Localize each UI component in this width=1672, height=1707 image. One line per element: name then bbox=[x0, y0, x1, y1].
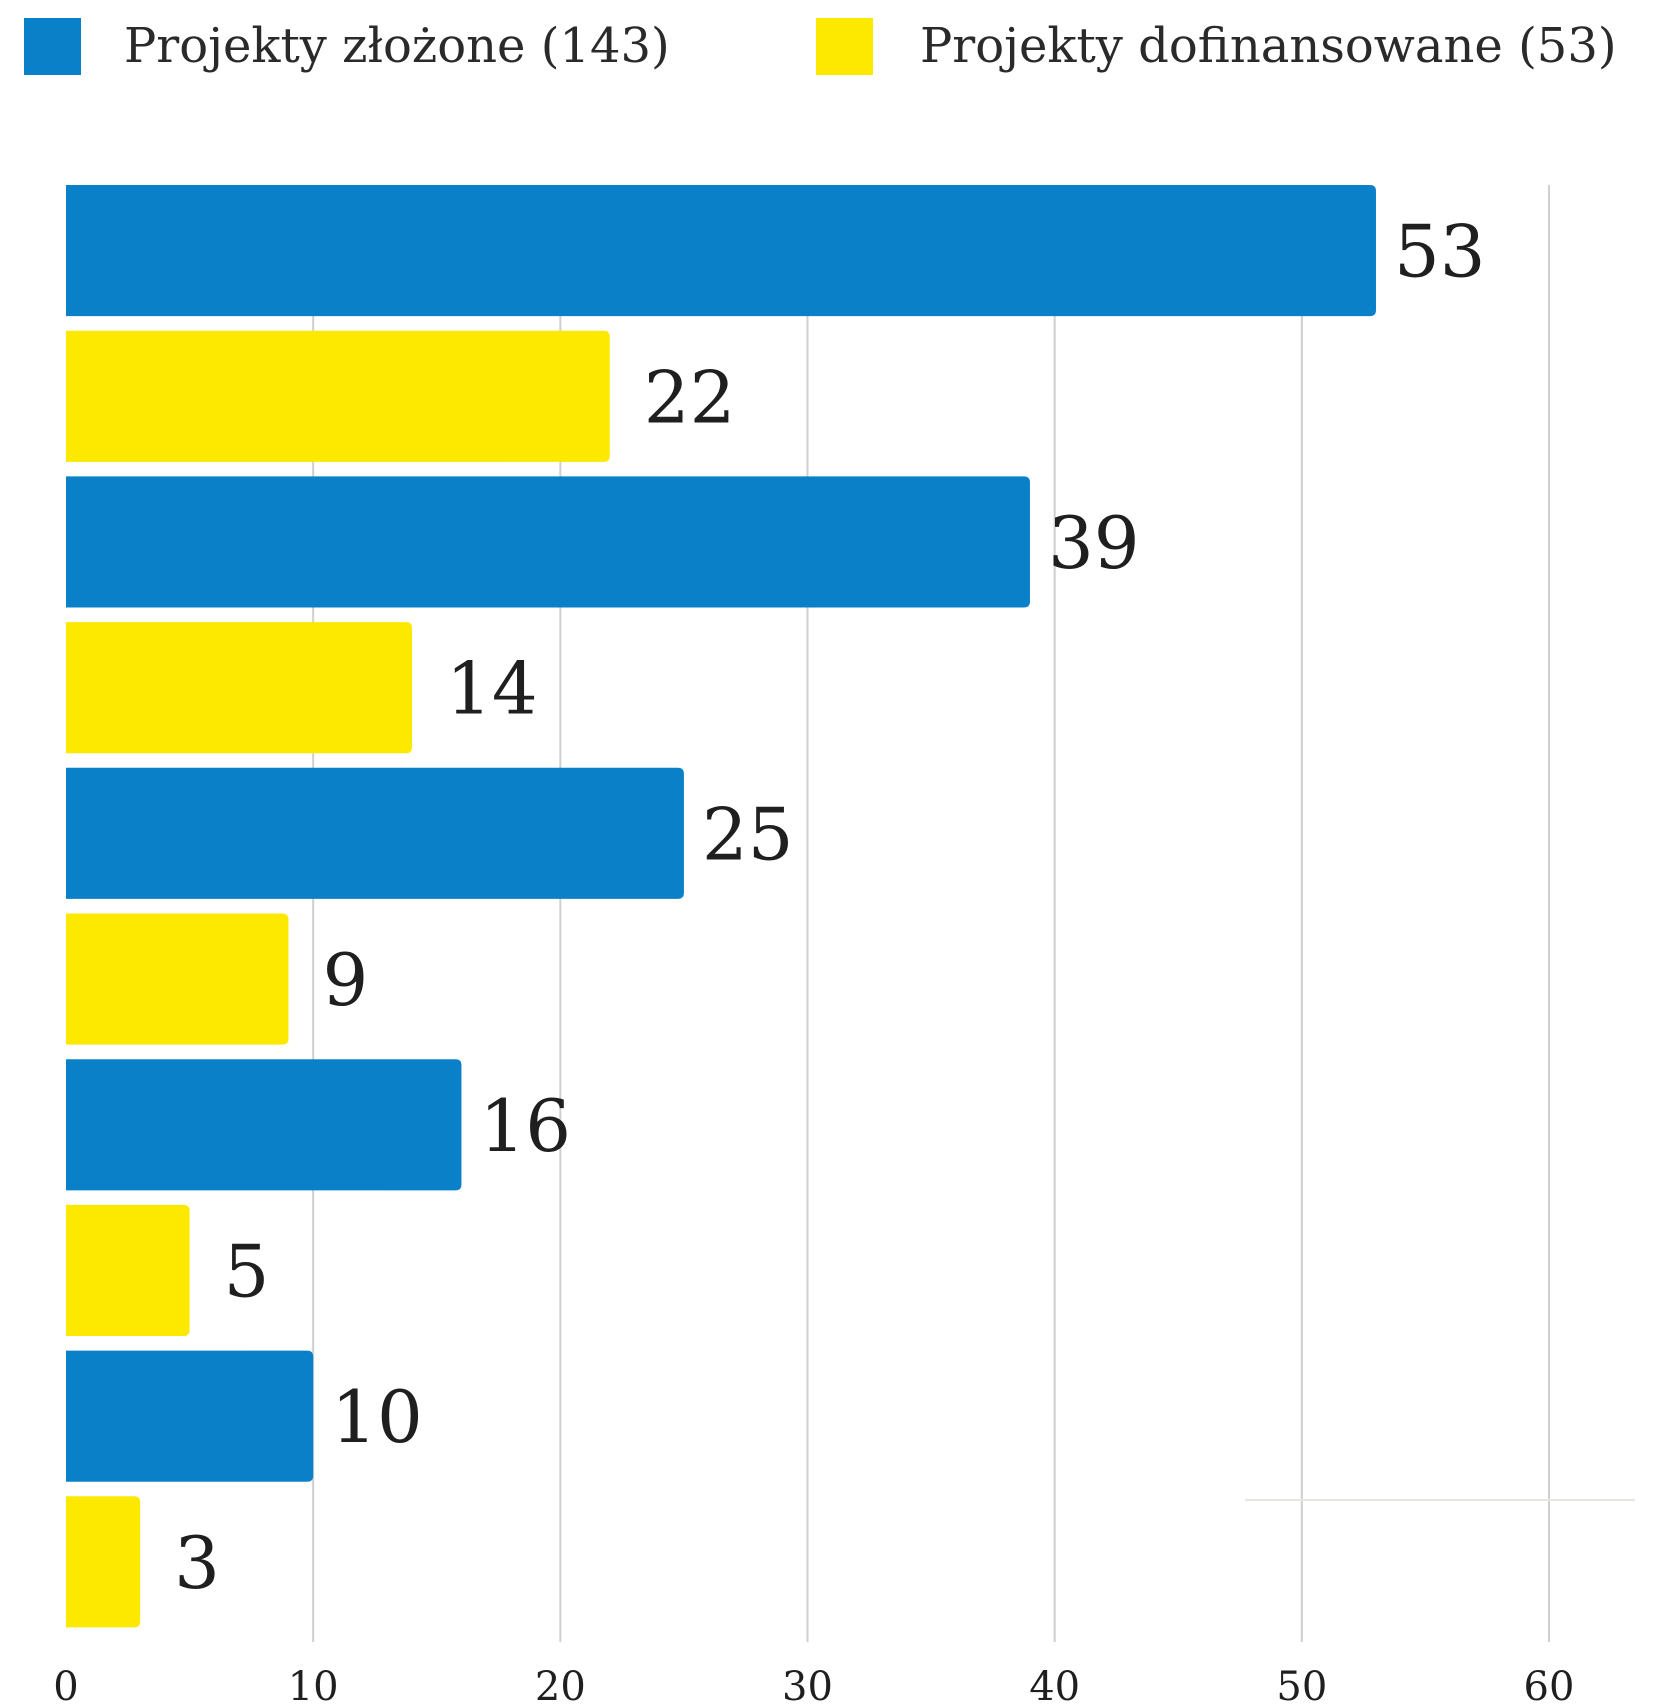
bar-value-labels: 53 22 39 14 25 9 16 5 10 3 bbox=[174, 210, 1485, 1605]
bar-value-label-submitted-3: 25 bbox=[702, 792, 794, 876]
x-tick-label-50: 50 bbox=[1276, 1664, 1327, 1707]
bar-submitted-1 bbox=[66, 185, 1376, 317]
chart-legend: Projekty złożone (143) Projekty dofinans… bbox=[24, 18, 1617, 75]
bar-funded-1 bbox=[66, 330, 610, 462]
legend-label-submitted: Projekty złożone (143) bbox=[124, 18, 670, 74]
bar-value-label-submitted-4: 16 bbox=[479, 1084, 571, 1168]
bar-value-label-submitted-5: 10 bbox=[331, 1375, 423, 1459]
x-tick-label-0: 0 bbox=[53, 1664, 78, 1707]
legend-swatch-submitted bbox=[24, 18, 81, 75]
x-tick-label-60: 60 bbox=[1524, 1664, 1575, 1707]
bar-submitted-4 bbox=[66, 1059, 462, 1191]
x-tick-label-40: 40 bbox=[1029, 1664, 1080, 1707]
bar-funded-3 bbox=[66, 913, 289, 1045]
bar-value-label-funded-2: 14 bbox=[446, 647, 538, 731]
x-tick-label-30: 30 bbox=[782, 1664, 833, 1707]
bar-value-label-funded-3: 9 bbox=[322, 938, 368, 1022]
bar-funded-2 bbox=[66, 622, 413, 754]
bar-value-label-funded-1: 22 bbox=[644, 355, 736, 439]
chart-bars bbox=[66, 185, 1376, 1628]
bar-value-label-funded-5: 3 bbox=[174, 1521, 220, 1605]
bar-funded-4 bbox=[66, 1204, 190, 1337]
bar-value-label-submitted-2: 39 bbox=[1048, 501, 1140, 585]
legend-label-funded: Projekty dofinansowane (53) bbox=[920, 18, 1617, 74]
x-tick-label-20: 20 bbox=[535, 1664, 586, 1707]
bar-value-label-submitted-1: 53 bbox=[1394, 210, 1486, 294]
legend-item-funded: Projekty dofinansowane (53) bbox=[816, 18, 1617, 75]
bar-value-label-funded-4: 5 bbox=[224, 1229, 270, 1313]
bar-submitted-2 bbox=[66, 476, 1030, 608]
x-axis-ticks: 0 10 20 30 40 50 60 bbox=[53, 1664, 1574, 1707]
bar-submitted-3 bbox=[66, 767, 684, 899]
legend-item-submitted: Projekty złożone (143) bbox=[24, 18, 670, 75]
bar-submitted-5 bbox=[66, 1350, 314, 1482]
bar-funded-5 bbox=[66, 1496, 141, 1628]
legend-swatch-funded bbox=[816, 18, 873, 75]
x-tick-label-10: 10 bbox=[288, 1664, 339, 1707]
